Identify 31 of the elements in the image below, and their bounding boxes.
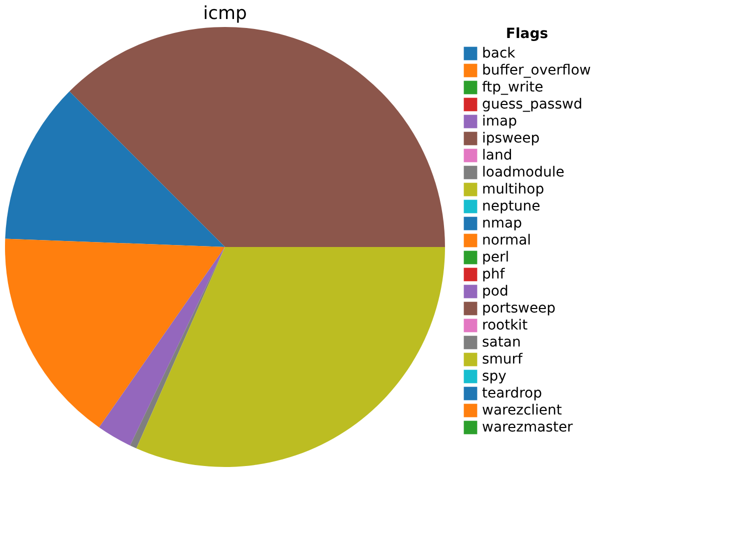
legend-label: portsweep <box>482 300 556 316</box>
legend-title: Flags <box>506 26 548 42</box>
legend-label: neptune <box>482 198 540 214</box>
legend-label: perl <box>482 250 510 266</box>
legend-label: spy <box>482 368 506 384</box>
legend-label: teardrop <box>482 386 542 402</box>
legend-label: ftp_write <box>482 80 544 96</box>
legend-label: buffer_overflow <box>482 62 591 78</box>
legend-label: imap <box>482 114 518 130</box>
pie-slice <box>69 27 445 247</box>
legend-label: back <box>482 46 516 62</box>
legend-label: warezmaster <box>482 420 574 436</box>
legend-label: guess_passwd <box>482 96 582 112</box>
legend-label: ipsweep <box>482 130 540 146</box>
legend-label: normal <box>482 232 532 248</box>
legend-label: land <box>482 148 512 164</box>
legend-label: rootkit <box>482 318 528 334</box>
pie-slice <box>99 247 225 446</box>
legend-label: warezclient <box>482 402 562 418</box>
pie-slice <box>136 247 445 467</box>
legend-label: smurf <box>482 352 524 368</box>
pie-slice <box>5 91 225 247</box>
legend-label: pod <box>482 284 508 300</box>
legend-label: satan <box>482 334 521 350</box>
chart-title: icmp <box>203 3 247 24</box>
legend-label: nmap <box>482 216 522 232</box>
pie-slice <box>5 238 225 428</box>
legend-label: loadmodule <box>482 164 564 180</box>
legend-label: multihop <box>482 182 544 198</box>
legend-label: phf <box>482 266 506 282</box>
pie-slice <box>130 247 225 448</box>
